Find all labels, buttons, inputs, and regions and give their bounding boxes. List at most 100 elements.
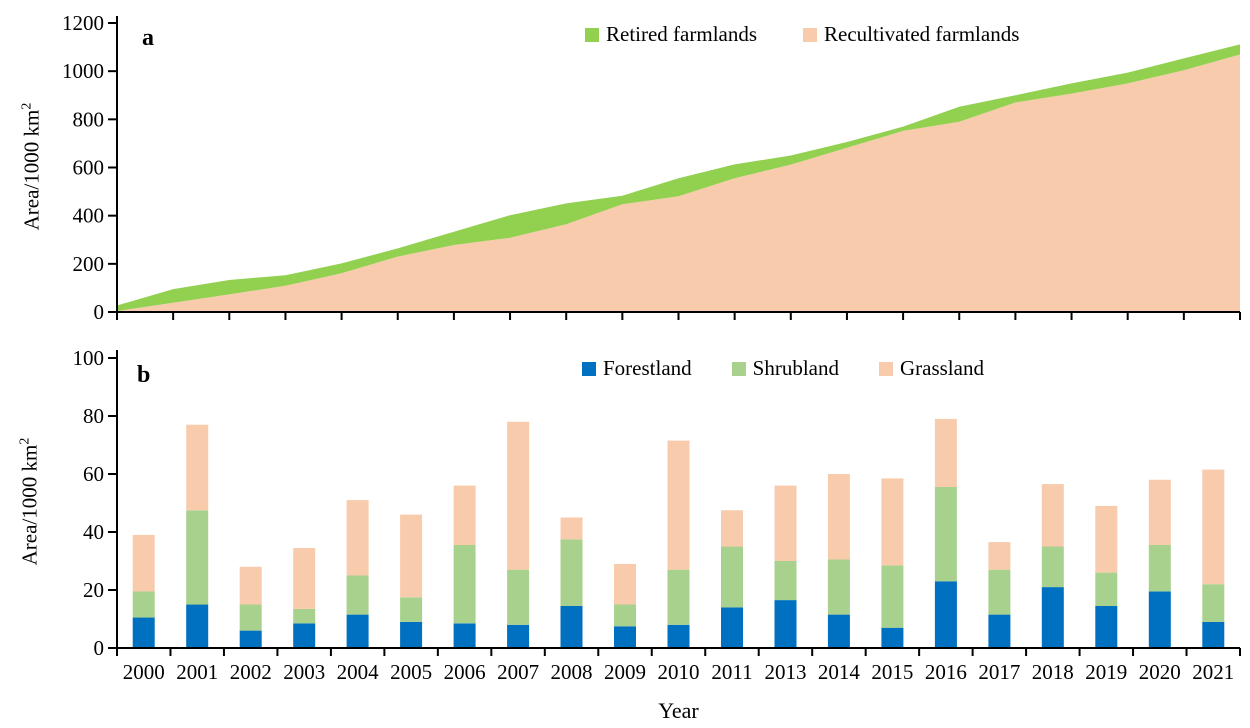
panel-b-label: b xyxy=(137,362,151,388)
panel-a-y-axis-title: Area/1000 km2 xyxy=(20,22,45,312)
bar-segment-shrubland-2006 xyxy=(453,545,476,624)
bar-segment-shrubland-2013 xyxy=(774,561,797,601)
panel-b-y-tick-label: 80 xyxy=(83,404,104,428)
bar-segment-grassland-2019 xyxy=(1095,505,1118,573)
legend-item-recultivated-farmlands: Recultivated farmlands xyxy=(803,22,1019,47)
x-tick-label-2016: 2016 xyxy=(925,660,967,684)
x-tick-label-2001: 2001 xyxy=(176,660,218,684)
retired-farmlands-swatch-icon xyxy=(585,27,599,42)
bar-segment-grassland-2011 xyxy=(721,510,743,547)
x-axis-title: Year xyxy=(658,698,699,723)
x-tick-label-2014: 2014 xyxy=(818,660,861,684)
x-tick-label-2020: 2020 xyxy=(1139,660,1181,684)
bar-segment-shrubland-2018 xyxy=(1041,546,1064,588)
bar-segment-forestland-2016 xyxy=(934,581,957,648)
bar-segment-forestland-2005 xyxy=(400,621,423,648)
panel-b-y-tick-label: 40 xyxy=(83,520,104,544)
panel-b-y-tick-label: 100 xyxy=(73,346,105,370)
bar-segment-forestland-2015 xyxy=(881,627,904,648)
bar-segment-grassland-2013 xyxy=(774,485,797,561)
panel-b-y-axis-title-text: Area/1000 km xyxy=(17,444,42,566)
bar-segment-forestland-2014 xyxy=(827,614,850,648)
bar-segment-shrubland-2000 xyxy=(132,591,155,618)
bar-segment-shrubland-2002 xyxy=(239,604,262,631)
x-tick-label-2006: 2006 xyxy=(444,660,486,684)
panel-a-y-tick-label: 600 xyxy=(73,156,105,180)
bar-segment-grassland-2015 xyxy=(881,478,904,566)
bar-segment-shrubland-2019 xyxy=(1095,572,1118,606)
bar-segment-shrubland-2010 xyxy=(667,569,690,625)
bar-segment-shrubland-2005 xyxy=(400,597,423,622)
panel-a-y-tick-label: 1200 xyxy=(62,11,104,35)
bar-segment-grassland-2009 xyxy=(614,563,636,605)
x-tick-label-2009: 2009 xyxy=(604,660,646,684)
bar-segment-forestland-2017 xyxy=(988,614,1011,648)
legend-item-forestland: Forestland xyxy=(582,356,692,381)
panel-a-label: a xyxy=(142,25,154,51)
shrubland-swatch-icon xyxy=(731,361,746,376)
bar-segment-shrubland-2014 xyxy=(827,559,850,615)
legend-item-shrubland: Shrubland xyxy=(731,356,839,381)
x-tick-label-2003: 2003 xyxy=(283,660,325,684)
forestland-swatch-icon xyxy=(582,361,596,376)
x-tick-label-2007: 2007 xyxy=(497,660,539,684)
bar-segment-shrubland-2017 xyxy=(988,569,1011,615)
panel-a-legend: Retired farmlands Recultivated farmlands xyxy=(585,22,1019,47)
legend-item-retired-farmlands: Retired farmlands xyxy=(585,22,757,47)
x-tick-label-2018: 2018 xyxy=(1032,660,1074,684)
bar-segment-grassland-2021 xyxy=(1202,469,1225,585)
bar-segment-shrubland-2015 xyxy=(881,565,904,628)
legend-label: Shrubland xyxy=(752,356,839,380)
panel-a-y-tick-label: 400 xyxy=(73,204,105,228)
grassland-swatch-icon xyxy=(878,361,893,376)
bar-segment-forestland-2007 xyxy=(507,624,530,648)
panel-b-y-tick-label: 60 xyxy=(83,462,104,486)
x-tick-label-2010: 2010 xyxy=(658,660,700,684)
bar-segment-forestland-2018 xyxy=(1041,587,1064,648)
legend-label: Recultivated farmlands xyxy=(824,22,1020,46)
bar-segment-forestland-2003 xyxy=(293,623,316,648)
bar-segment-grassland-2004 xyxy=(346,500,369,576)
x-tick-label-2011: 2011 xyxy=(711,660,752,684)
panel-a-y-axis-title-sup: 2 xyxy=(19,102,35,110)
bar-segment-shrubland-2008 xyxy=(560,539,583,606)
panel-b-y-tick-label: 0 xyxy=(94,636,105,660)
panel-a-y-tick-label: 800 xyxy=(73,107,105,131)
x-tick-label-2000: 2000 xyxy=(123,660,165,684)
panel-a-y-tick-label: 0 xyxy=(94,300,105,324)
bar-segment-shrubland-2009 xyxy=(614,604,636,627)
panel-b-y-axis-title: Area/1000 km2 xyxy=(18,357,43,647)
x-tick-label-2008: 2008 xyxy=(551,660,593,684)
x-tick-label-2017: 2017 xyxy=(978,660,1020,684)
bar-segment-grassland-2010 xyxy=(667,440,690,570)
bar-segment-forestland-2013 xyxy=(774,600,797,648)
bar-segment-shrubland-2007 xyxy=(507,569,530,625)
bar-segment-forestland-2002 xyxy=(239,630,262,648)
bar-segment-shrubland-2001 xyxy=(186,510,209,605)
bar-segment-grassland-2018 xyxy=(1041,484,1064,547)
bar-segment-forestland-2009 xyxy=(614,626,636,649)
panel-b-legend: Forestland Shrubland Grassland xyxy=(582,356,984,381)
bar-segment-forestland-2019 xyxy=(1095,606,1118,648)
panel-a-y-axis-title-text: Area/1000 km xyxy=(19,109,44,231)
x-tick-label-2004: 2004 xyxy=(337,660,380,684)
area-recultivated-farmlands xyxy=(117,54,1240,312)
bar-segment-forestland-2021 xyxy=(1202,621,1225,648)
area-retired-farmlands xyxy=(117,44,1240,312)
bar-segment-grassland-2017 xyxy=(988,542,1011,570)
x-tick-label-2015: 2015 xyxy=(871,660,913,684)
bar-segment-grassland-2014 xyxy=(827,474,850,560)
bar-segment-forestland-2008 xyxy=(560,606,583,648)
legend-label: Retired farmlands xyxy=(606,22,758,46)
bar-segment-grassland-2006 xyxy=(453,485,476,545)
bar-segment-grassland-2008 xyxy=(560,517,583,540)
x-tick-label-2019: 2019 xyxy=(1085,660,1127,684)
legend-label: Grassland xyxy=(899,356,984,380)
panel-a-y-tick-label: 1000 xyxy=(62,59,104,83)
x-tick-label-2013: 2013 xyxy=(765,660,807,684)
bar-segment-shrubland-2016 xyxy=(934,487,957,582)
x-tick-label-2005: 2005 xyxy=(390,660,432,684)
bar-segment-grassland-2020 xyxy=(1148,479,1171,545)
bar-segment-grassland-2016 xyxy=(934,418,957,487)
